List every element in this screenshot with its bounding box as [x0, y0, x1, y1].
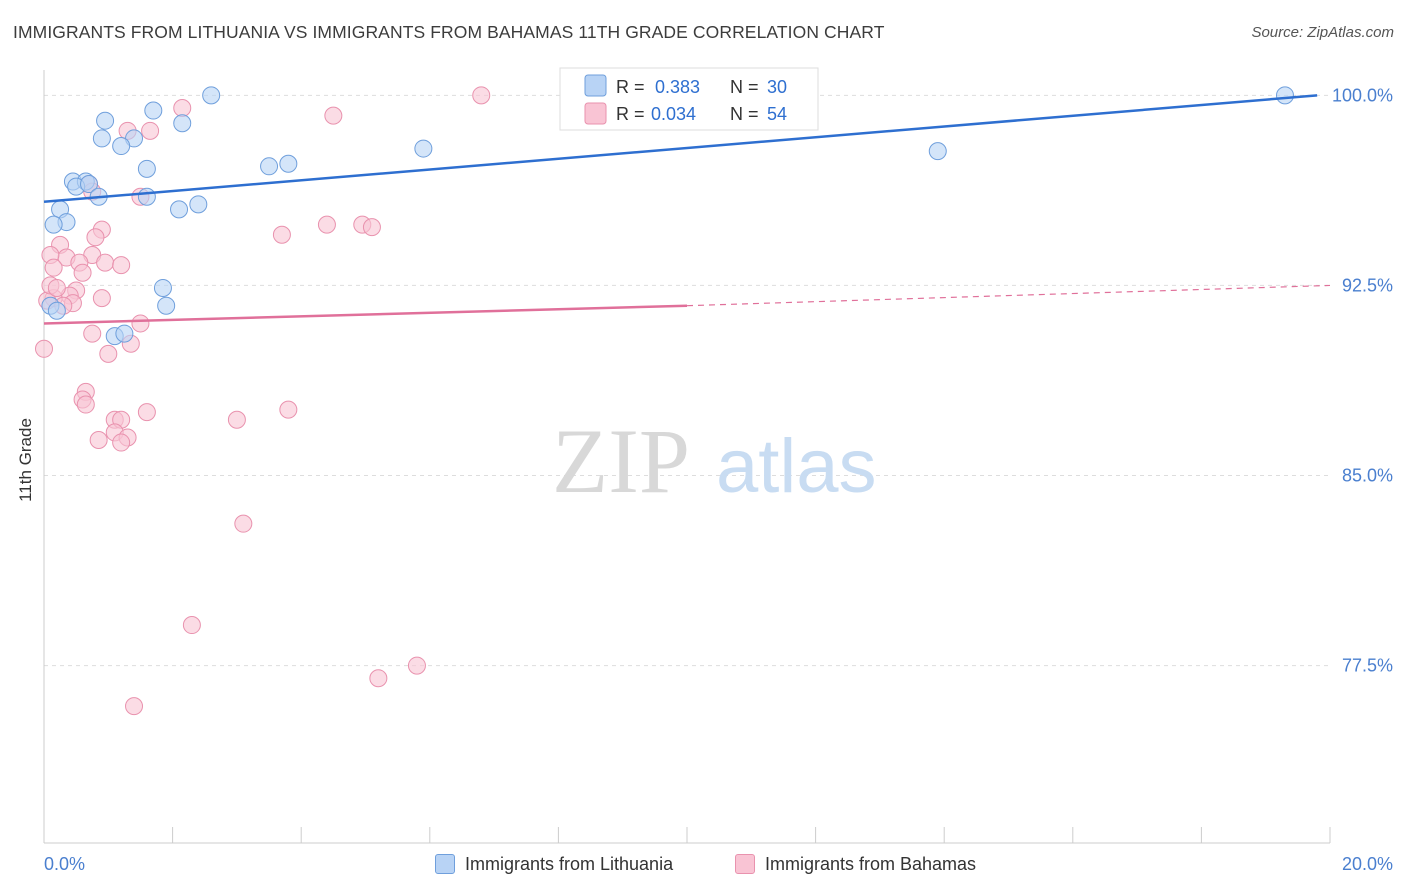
watermark-zip: ZIP [552, 410, 690, 512]
data-point [407, 656, 426, 675]
data-point [47, 301, 66, 320]
data-point [44, 215, 63, 234]
trend-lines [43, 94, 1331, 325]
data-point [317, 215, 336, 234]
series-bahamas-points [35, 86, 491, 716]
data-point [83, 324, 102, 343]
legend-item-bahamas[interactable]: Immigrants from Bahamas [735, 852, 976, 876]
data-point [324, 106, 343, 125]
stats-legend: R = 0.383 N = 30 R = 0.034 N = 54 [559, 67, 819, 131]
trend-line-bahamas [43, 304, 688, 325]
data-point [137, 159, 156, 178]
legend-label-bahamas: Immigrants from Bahamas [765, 853, 977, 874]
legend-r-label-1: R = [616, 77, 645, 97]
x-tick-label: 20.0% [1342, 854, 1393, 874]
source-label: Source: ZipAtlas.com [1251, 24, 1394, 41]
data-point [73, 263, 92, 282]
data-point [414, 139, 433, 158]
legend-n-value-2: 54 [767, 104, 787, 124]
data-point [92, 289, 111, 308]
legend-r-label-2: R = [616, 104, 645, 124]
legend-swatch-bahamas-bottom [735, 854, 755, 874]
watermark-atlas: atlas [716, 424, 877, 509]
legend-swatch-lithuania-bottom [435, 854, 455, 874]
data-point [112, 433, 131, 452]
data-point [96, 253, 115, 272]
data-point [260, 157, 279, 176]
data-point [227, 410, 246, 429]
data-point [173, 99, 192, 118]
grid-lines [44, 94, 1330, 667]
data-point [44, 258, 63, 277]
watermark: ZIP atlas [552, 410, 877, 512]
y-tick-labels: 77.5% 85.0% 92.5% 100.0% [1332, 85, 1393, 675]
legend-n-label-1: N = [730, 77, 759, 97]
data-point [35, 339, 53, 358]
legend-swatch-bahamas [584, 102, 607, 125]
data-point [362, 218, 381, 237]
legend-r-value-1: 0.383 [655, 77, 700, 97]
series-lithuania-points [41, 86, 1294, 346]
data-point [47, 278, 66, 297]
legend-label-lithuania: Immigrants from Lithuania [465, 853, 674, 874]
data-point [170, 200, 189, 219]
data-point [928, 142, 947, 161]
data-point [202, 86, 221, 105]
x-tick-labels: 0.0% 20.0% [44, 854, 1393, 874]
data-point [115, 324, 134, 343]
legend-n-label-2: N = [730, 104, 759, 124]
x-tick-label: 0.0% [44, 854, 85, 874]
data-point [472, 86, 491, 105]
data-point [86, 228, 105, 247]
data-point [112, 256, 131, 275]
chart-title: IMMIGRANTS FROM LITHUANIA VS IMMIGRANTS … [13, 22, 885, 42]
data-point [89, 431, 108, 450]
data-point [125, 697, 144, 716]
data-point [137, 187, 156, 206]
data-point [182, 616, 201, 635]
data-point [279, 400, 298, 419]
trend-line-lithuania [43, 94, 1318, 204]
trend-line-bahamas-extension [686, 284, 1331, 307]
data-point [1275, 86, 1294, 105]
data-point [137, 403, 156, 422]
data-point [279, 154, 298, 173]
data-point [112, 137, 131, 156]
data-point [173, 114, 192, 133]
axes [43, 70, 1331, 844]
data-point [153, 278, 172, 297]
data-point [92, 129, 111, 148]
data-point [141, 121, 160, 140]
y-tick-label: 92.5% [1342, 275, 1393, 295]
legend-item-lithuania[interactable]: Immigrants from Lithuania [435, 852, 673, 876]
data-point [272, 225, 291, 244]
data-point [157, 296, 176, 315]
data-point [80, 175, 99, 194]
data-point [234, 514, 253, 533]
data-point [99, 344, 118, 363]
y-tick-label: 85.0% [1342, 466, 1393, 486]
legend-n-value-1: 30 [767, 77, 787, 97]
data-point [189, 195, 208, 214]
legend-r-value-2: 0.034 [651, 104, 696, 124]
data-point [144, 101, 163, 120]
data-point [76, 395, 95, 414]
y-tick-label: 100.0% [1332, 85, 1393, 105]
legend-swatch-lithuania [584, 74, 607, 97]
data-point [96, 111, 115, 130]
data-point [369, 669, 388, 688]
data-point [131, 314, 150, 333]
y-tick-label: 77.5% [1342, 656, 1393, 676]
